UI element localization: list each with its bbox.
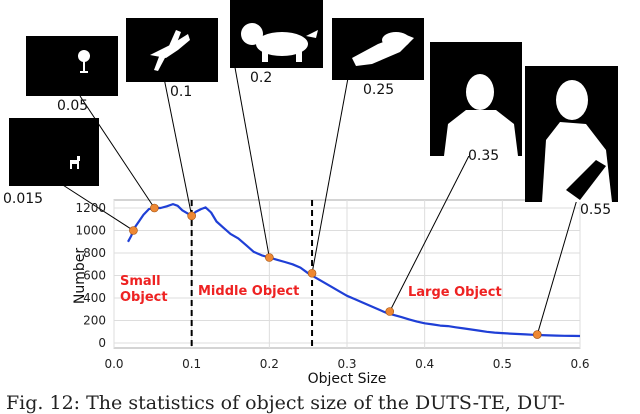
thumbnail-035: 0.35: [430, 42, 522, 164]
lamp-icon: [78, 50, 90, 73]
thumbnail-label-025: 0.25: [363, 82, 394, 98]
data-marker-3: [265, 253, 274, 262]
x-tick-label-5: 0.5: [493, 357, 512, 371]
region-label-large: Large Object: [408, 285, 502, 300]
thumbnail-0015: 0.015: [3, 118, 99, 207]
callout-line-6: [536, 195, 579, 335]
y-axis-label: Number: [72, 248, 88, 304]
lying-person-icon: [352, 32, 414, 66]
thumbnail-label-02: 0.2: [250, 70, 272, 86]
thumbnail-055: 0.55: [525, 66, 618, 218]
x-tick-label-0: 0.0: [104, 357, 123, 371]
y-tick-label-3: 600: [83, 269, 106, 283]
thumbnail-005: 0.05: [26, 36, 118, 114]
x-axis-ticks: 0.0 0.1 0.2 0.3 0.4 0.5 0.6: [104, 357, 589, 371]
object-size-line: [127, 203, 581, 338]
y-tick-label-0: 0: [98, 336, 106, 350]
thumbnail-label-055: 0.55: [580, 202, 611, 218]
callout-line-1: [79, 95, 155, 209]
x-tick-label-4: 0.4: [415, 357, 434, 371]
thumbnails: 0.015 0.05 0.1: [3, 0, 618, 218]
y-tick-label-6: 1200: [75, 201, 106, 215]
thumbnail-label-0015: 0.015: [3, 191, 43, 207]
person-icon: [444, 74, 518, 156]
data-marker-2: [187, 211, 196, 221]
thumbnail-01: 0.1: [126, 18, 218, 100]
thumbnail-label-005: 0.05: [57, 98, 88, 114]
y-axis-ticks: 0 200 400 600 800 1000 1200: [75, 201, 106, 350]
thumbnail-label-01: 0.1: [170, 84, 192, 100]
x-tick-label-6: 0.6: [570, 357, 589, 371]
callout-line-0: [51, 177, 134, 231]
data-marker-4: [307, 268, 317, 278]
small-animal-icon: [70, 156, 80, 169]
data-marker-1: [150, 203, 159, 213]
x-axis-label: Object Size: [308, 371, 387, 387]
data-marker-0: [129, 226, 138, 235]
region-label-small-line1: Small: [120, 274, 161, 289]
region-label-middle: Middle Object: [198, 284, 299, 299]
callout-line-3: [233, 61, 270, 258]
x-tick-label-2: 0.2: [260, 357, 279, 371]
thumbnail-callouts: [51, 61, 579, 335]
data-marker-6: [532, 330, 542, 339]
thumbnail-025: 0.25: [332, 18, 424, 98]
y-tick-label-5: 1000: [75, 224, 106, 238]
y-tick-label-1: 200: [83, 314, 106, 328]
x-tick-label-3: 0.3: [337, 357, 356, 371]
x-tick-label-1: 0.1: [182, 357, 201, 371]
data-markers: [129, 203, 542, 339]
callout-line-2: [161, 67, 193, 216]
callout-line-4: [311, 77, 349, 274]
region-label-small-line2: Object: [120, 290, 168, 305]
callout-line-5: [389, 141, 477, 312]
thumbnail-label-035: 0.35: [468, 148, 499, 164]
large-person-icon: [542, 80, 612, 202]
bird-icon: [150, 30, 190, 71]
y-tick-label-2: 400: [83, 291, 106, 305]
y-tick-label-4: 800: [83, 246, 106, 260]
thumbnail-02: 0.2: [230, 0, 323, 86]
dog-icon: [241, 23, 318, 62]
data-marker-5: [385, 307, 395, 316]
figure-caption: Fig. 12: The statistics of object size o…: [6, 392, 565, 414]
